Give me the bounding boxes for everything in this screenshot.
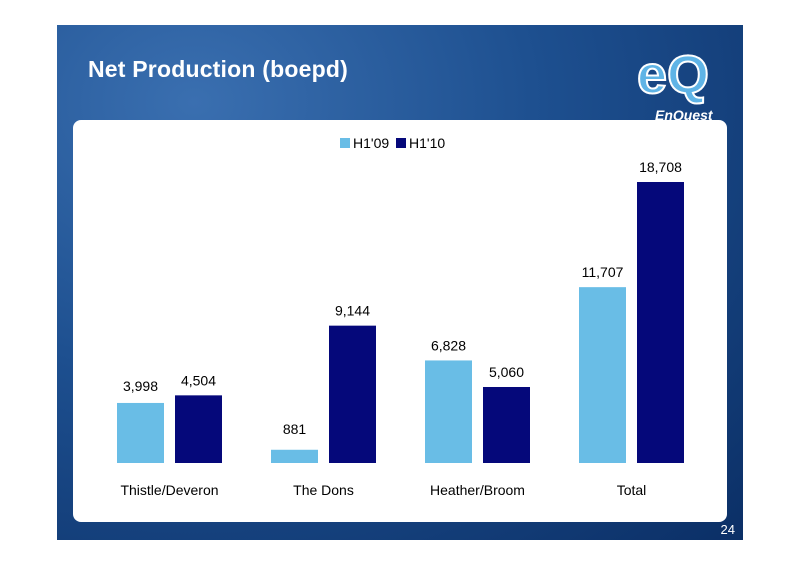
eq-logo-mark-icon: eQ	[636, 44, 710, 106]
value-label-3-1: 18,708	[639, 159, 682, 175]
logo-word: EnQuest	[655, 107, 713, 123]
value-label-3-0: 11,707	[582, 264, 624, 280]
value-label-0-1: 4,504	[181, 372, 216, 388]
legend-swatch-1	[396, 138, 406, 148]
legend-label-1: H1'10	[409, 135, 445, 151]
enquest-logo: eQ EnQuest	[633, 43, 729, 123]
value-label-2-0: 6,828	[431, 337, 466, 353]
page-number: 24	[720, 522, 735, 537]
value-label-0-0: 3,998	[123, 378, 158, 394]
chart-panel: H1'09 H1'10 3,998 4,504 881 9,144 6,828 5,060 1…	[73, 120, 727, 522]
bar-1-1	[329, 325, 376, 463]
bars	[117, 182, 684, 463]
category-label-3: Total	[617, 482, 647, 498]
bar-chart: H1'09 H1'10 3,998 4,504 881 9,144 6,828 5,060 1…	[117, 135, 684, 498]
value-label-1-0: 881	[283, 421, 307, 437]
bar-1-0	[271, 449, 318, 463]
category-labels: Thistle/Deveron The Dons Heather/Broom Tota…	[120, 482, 646, 498]
bar-3-0	[579, 287, 626, 463]
category-label-1: The Dons	[293, 482, 354, 498]
slide-background: Net Production (boepd) eQ EnQuest H1'09 H…	[57, 25, 743, 540]
category-label-0: Thistle/Deveron	[120, 482, 218, 498]
logo-mark: eQ	[637, 45, 709, 105]
legend-label-0: H1'09	[353, 135, 389, 151]
value-label-1-1: 9,144	[335, 303, 370, 319]
bar-0-1	[175, 395, 222, 463]
category-label-2: Heather/Broom	[430, 482, 525, 498]
bar-2-1	[483, 386, 530, 463]
bar-3-1	[637, 182, 684, 463]
bar-0-0	[117, 402, 164, 463]
value-label-2-1: 5,060	[489, 364, 524, 380]
value-labels: 3,998 4,504 881 9,144 6,828 5,060 11,707 18,708	[123, 159, 682, 437]
slide-title: Net Production (boepd)	[88, 56, 348, 82]
legend-swatch-0	[340, 138, 350, 148]
bar-2-0	[425, 360, 472, 463]
legend: H1'09 H1'10	[340, 135, 445, 151]
